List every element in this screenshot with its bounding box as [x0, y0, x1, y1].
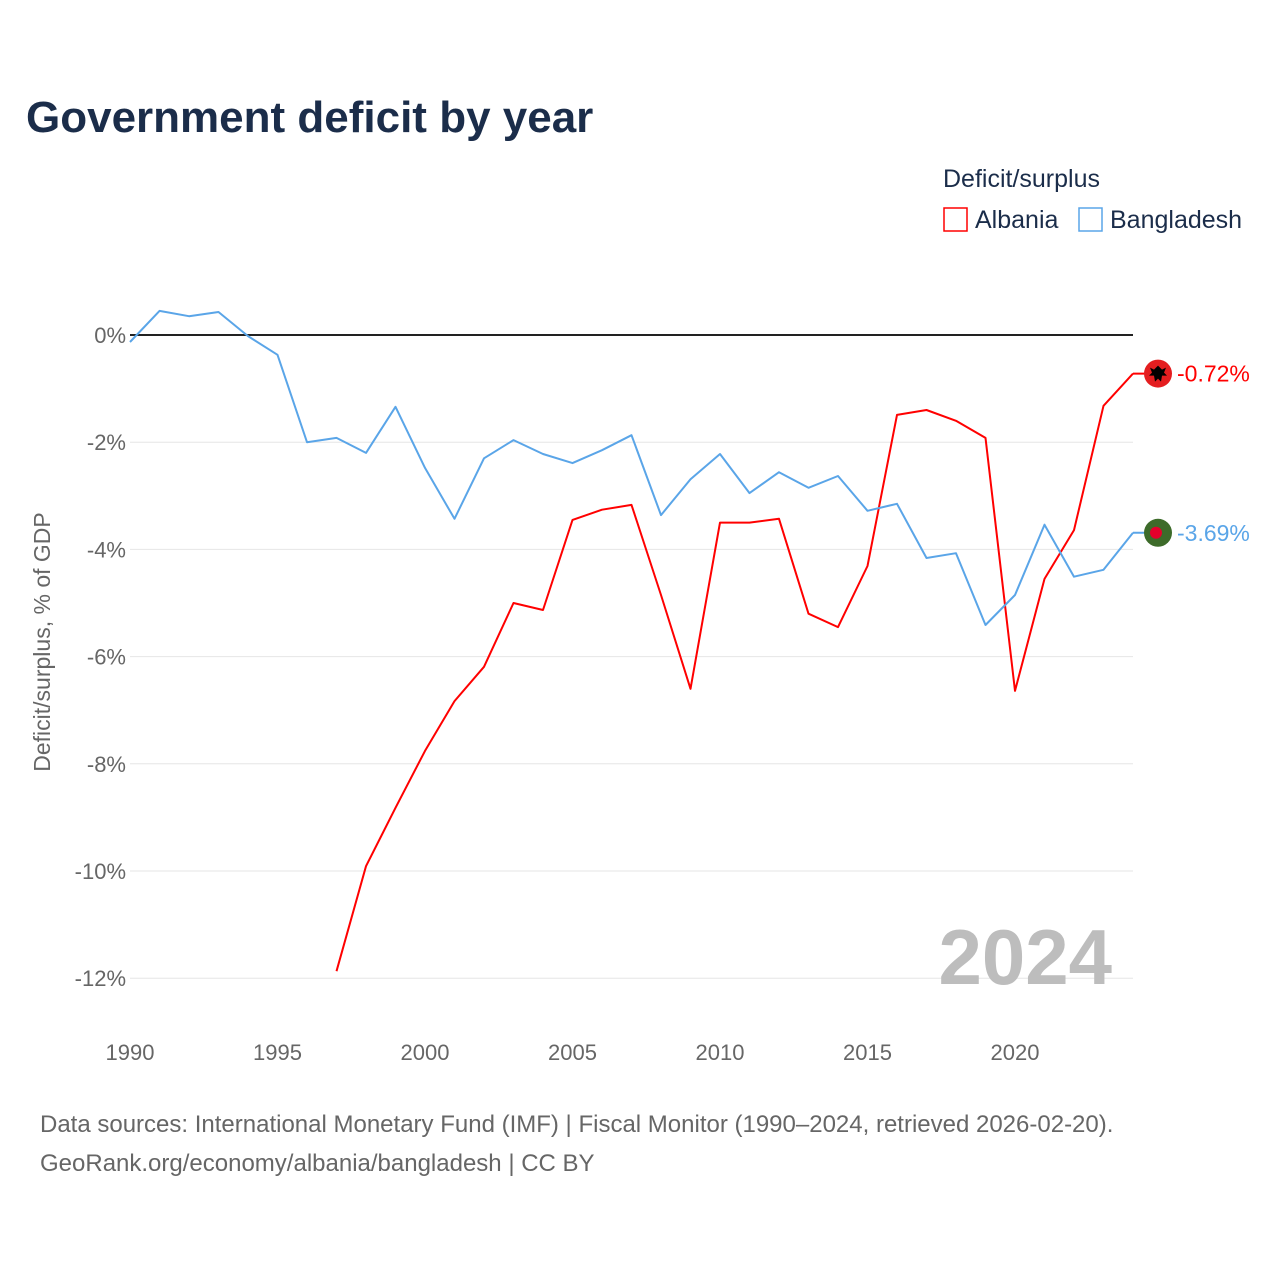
- y-axis-label: Deficit/surplus, % of GDP: [29, 512, 55, 771]
- legend-item-bangladesh[interactable]: Bangladesh: [1078, 206, 1242, 234]
- end-value-label-albania: -0.72%: [1177, 361, 1250, 387]
- y-tick-label: -8%: [87, 752, 126, 777]
- y-tick-label: 0%: [94, 323, 126, 348]
- grid: [130, 334, 1133, 979]
- source-url[interactable]: GeoRank.org/economy/albania/bangladesh |…: [40, 1150, 595, 1177]
- series-line-albania: [335, 372, 1134, 972]
- legend: Deficit/surplus Albania Bangladesh: [943, 165, 1242, 234]
- legend-title: Deficit/surplus: [943, 165, 1100, 193]
- x-tick-label: 2005: [548, 1040, 597, 1065]
- series-lines: [129, 309, 1134, 972]
- x-tick-label: 1995: [253, 1040, 302, 1065]
- x-tick-label: 1990: [106, 1040, 155, 1065]
- y-ticks: 0% -2% -4% -6% -8% -10% -12%: [75, 323, 126, 991]
- series-line-bangladesh: [129, 309, 1134, 626]
- y-tick-label: -4%: [87, 537, 126, 562]
- y-tick-label: -6%: [87, 645, 126, 670]
- x-tick-label: 2000: [401, 1040, 450, 1065]
- y-tick-label: -2%: [87, 430, 126, 455]
- eagle-icon: [1149, 365, 1167, 382]
- y-tick-label: -12%: [75, 966, 126, 991]
- source-text: Data sources: International Monetary Fun…: [40, 1111, 1113, 1138]
- x-tick-label: 2020: [991, 1040, 1040, 1065]
- legend-swatch-bangladesh: [1078, 207, 1103, 232]
- end-markers: -0.72% -3.69%: [1133, 359, 1250, 547]
- legend-label-albania: Albania: [975, 206, 1058, 234]
- year-watermark: 2024: [938, 913, 1112, 1001]
- end-value-label-bangladesh: -3.69%: [1177, 520, 1250, 546]
- flag-disc-icon: [1150, 526, 1162, 539]
- legend-label-bangladesh: Bangladesh: [1110, 206, 1242, 234]
- x-tick-label: 2015: [843, 1040, 892, 1065]
- y-tick-label: -10%: [75, 859, 126, 884]
- x-tick-label: 2010: [696, 1040, 745, 1065]
- legend-swatch-albania: [943, 207, 968, 232]
- legend-item-albania[interactable]: Albania: [943, 206, 1058, 234]
- x-ticks: 1990 1995 2000 2005 2010 2015 2020: [106, 1040, 1040, 1065]
- chart-title: Government deficit by year: [26, 93, 593, 142]
